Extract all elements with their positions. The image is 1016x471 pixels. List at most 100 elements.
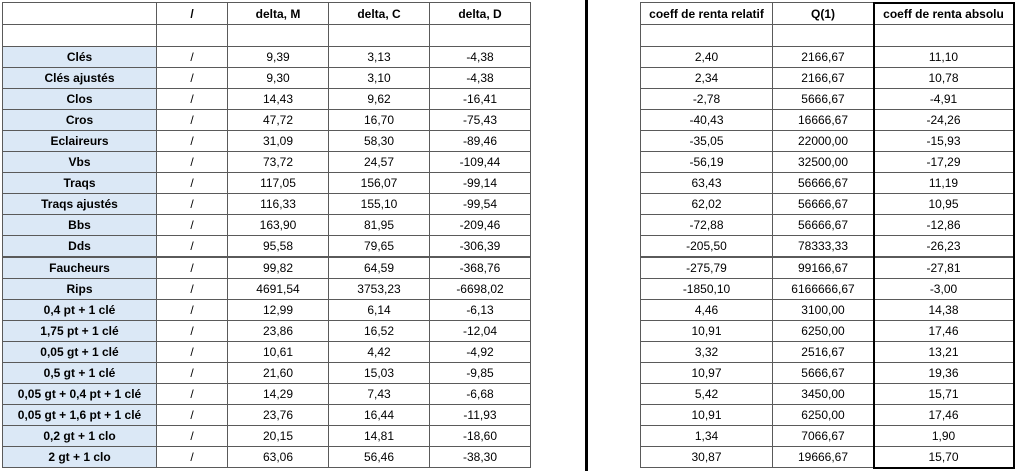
table-cell: -40,43 bbox=[640, 109, 773, 132]
empty-cell bbox=[429, 24, 531, 47]
table-cell: 21,60 bbox=[227, 361, 329, 384]
table-cell: 16,70 bbox=[328, 109, 430, 132]
table-cell: / bbox=[156, 319, 228, 342]
table-cell: 10,97 bbox=[640, 361, 773, 384]
table-cell: 163,90 bbox=[227, 214, 329, 237]
row-label: 0,4 pt + 1 clé bbox=[2, 298, 157, 321]
table-cell: 58,30 bbox=[328, 130, 430, 153]
table-cell: 32500,00 bbox=[772, 151, 874, 174]
table-cell: -4,38 bbox=[429, 46, 531, 69]
table-cell: 95,58 bbox=[227, 235, 329, 258]
table-cell: 10,91 bbox=[640, 319, 773, 342]
table-cell: 3450,00 bbox=[772, 382, 874, 405]
table-cell: 20,15 bbox=[227, 424, 329, 447]
table-cell: -209,46 bbox=[429, 214, 531, 237]
row-label: Traqs bbox=[2, 172, 157, 195]
table-cell: 2166,67 bbox=[772, 46, 874, 69]
row-label: Faucheurs bbox=[2, 256, 157, 279]
table-cell: 3,10 bbox=[328, 67, 430, 90]
table-cell: / bbox=[156, 46, 228, 69]
table-cell: / bbox=[156, 361, 228, 384]
table-cell: 11,19 bbox=[873, 172, 1014, 195]
table-cell: 10,78 bbox=[873, 67, 1014, 90]
table-cell: 10,91 bbox=[640, 403, 773, 426]
row-label: Dds bbox=[2, 235, 157, 258]
table-cell: / bbox=[156, 445, 228, 468]
table-cell: 56666,67 bbox=[772, 172, 874, 195]
table-cell: / bbox=[156, 130, 228, 153]
table-cell: 6,14 bbox=[328, 298, 430, 321]
table-cell: -15,93 bbox=[873, 130, 1014, 153]
table-cell: 6250,00 bbox=[772, 403, 874, 426]
empty-cell bbox=[873, 24, 1014, 47]
table-cell: 16666,67 bbox=[772, 109, 874, 132]
table-cell: 9,39 bbox=[227, 46, 329, 69]
table-cell: 9,30 bbox=[227, 67, 329, 90]
table-cell: 7,43 bbox=[328, 382, 430, 405]
row-label: 1,75 pt + 1 clé bbox=[2, 319, 157, 342]
table-cell: 78333,33 bbox=[772, 235, 874, 258]
table-cell: 14,81 bbox=[328, 424, 430, 447]
table-cell: 2166,67 bbox=[772, 67, 874, 90]
row-label: Vbs bbox=[2, 151, 157, 174]
table-cell: -75,43 bbox=[429, 109, 531, 132]
table-cell: 116,33 bbox=[227, 193, 329, 216]
empty-cell bbox=[328, 24, 430, 47]
table-cell: -12,04 bbox=[429, 319, 531, 342]
empty-cell bbox=[156, 24, 228, 47]
table-cell: -99,54 bbox=[429, 193, 531, 216]
table-cell: -275,79 bbox=[640, 256, 773, 279]
table-cell: -11,93 bbox=[429, 403, 531, 426]
table-cell: 99166,67 bbox=[772, 256, 874, 279]
table-cell: 117,05 bbox=[227, 172, 329, 195]
table-cell: -4,38 bbox=[429, 67, 531, 90]
table-cell: -17,29 bbox=[873, 151, 1014, 174]
table-cell: 56666,67 bbox=[772, 193, 874, 216]
table-cell: 63,06 bbox=[227, 445, 329, 468]
table-cell: 62,02 bbox=[640, 193, 773, 216]
row-label: Eclaireurs bbox=[2, 130, 157, 153]
empty-cell bbox=[2, 24, 157, 47]
table-cell: -306,39 bbox=[429, 235, 531, 258]
table-cell: -38,30 bbox=[429, 445, 531, 468]
table-cell: 7066,67 bbox=[772, 424, 874, 447]
table-cell: 15,70 bbox=[873, 445, 1014, 468]
table-cell: / bbox=[156, 424, 228, 447]
table-cell: -6,13 bbox=[429, 298, 531, 321]
table-cell: 73,72 bbox=[227, 151, 329, 174]
row-label: 0,5 gt + 1 clé bbox=[2, 361, 157, 384]
table-cell: 56666,67 bbox=[772, 214, 874, 237]
table-cell: -12,86 bbox=[873, 214, 1014, 237]
row-label: Traqs ajustés bbox=[2, 193, 157, 216]
table-cell: -56,19 bbox=[640, 151, 773, 174]
column-header: coeff de renta absolu bbox=[873, 2, 1014, 25]
row-label: Cros bbox=[2, 109, 157, 132]
table-cell: 15,03 bbox=[328, 361, 430, 384]
table-cell: 5666,67 bbox=[772, 361, 874, 384]
row-label: Clos bbox=[2, 88, 157, 111]
table-cell: / bbox=[156, 193, 228, 216]
table-cell: -35,05 bbox=[640, 130, 773, 153]
table-cell: 155,10 bbox=[328, 193, 430, 216]
table-cell: 3753,23 bbox=[328, 277, 430, 300]
table-cell: 6166666,67 bbox=[772, 277, 874, 300]
table-cell: -16,41 bbox=[429, 88, 531, 111]
table-cell: 99,82 bbox=[227, 256, 329, 279]
empty-cell bbox=[772, 24, 874, 47]
table-cell: -205,50 bbox=[640, 235, 773, 258]
table-cell: 9,62 bbox=[328, 88, 430, 111]
table-cell: 2,40 bbox=[640, 46, 773, 69]
table-cell: -109,44 bbox=[429, 151, 531, 174]
table-cell: 4,42 bbox=[328, 340, 430, 363]
table-cell: / bbox=[156, 382, 228, 405]
table-cell: 17,46 bbox=[873, 403, 1014, 426]
table-cell: 14,43 bbox=[227, 88, 329, 111]
table-cell: 2,34 bbox=[640, 67, 773, 90]
table-cell: 3,13 bbox=[328, 46, 430, 69]
column-header: / bbox=[156, 2, 228, 25]
column-header: delta, D bbox=[429, 2, 531, 25]
table-cell: 13,21 bbox=[873, 340, 1014, 363]
table-cell: 63,43 bbox=[640, 172, 773, 195]
column-header: delta, C bbox=[328, 2, 430, 25]
table-cell: 156,07 bbox=[328, 172, 430, 195]
